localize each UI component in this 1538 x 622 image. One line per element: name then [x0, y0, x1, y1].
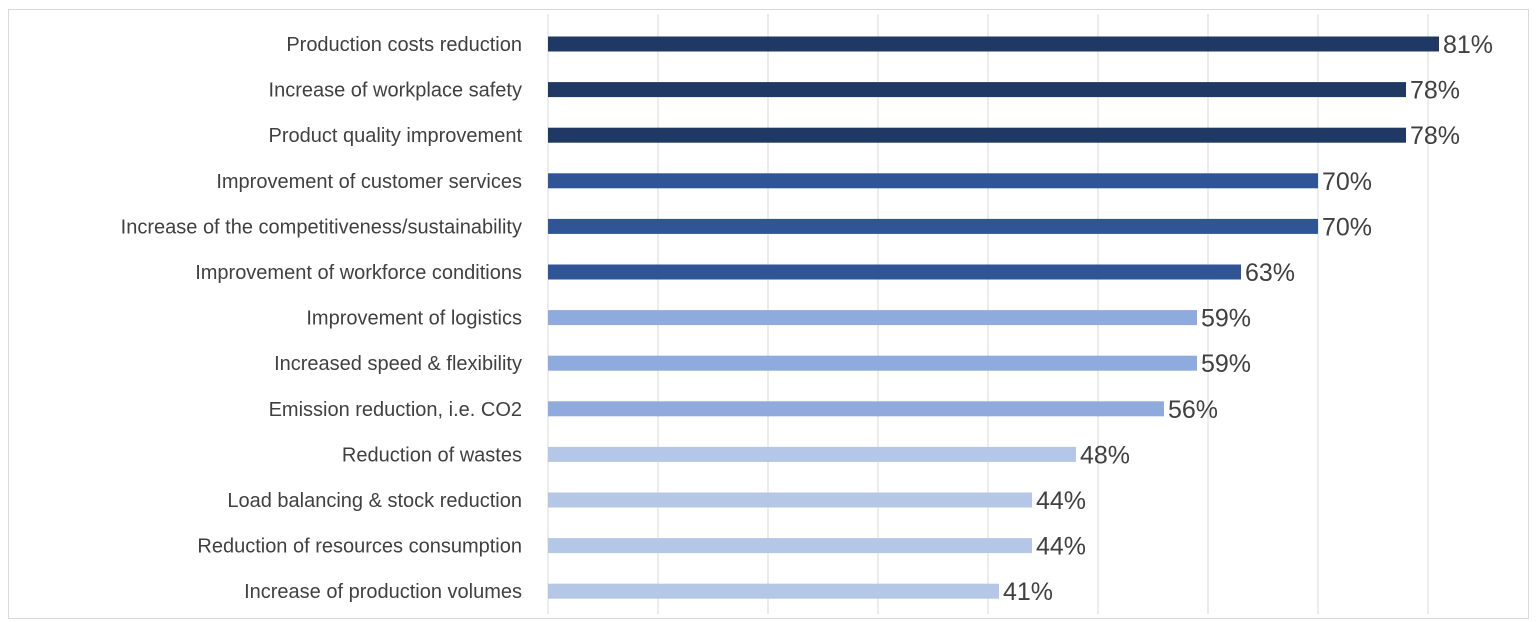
chart-frame [8, 9, 1529, 619]
value-label: 78% [1410, 122, 1460, 150]
category-label: Improvement of workforce conditions [195, 262, 522, 284]
value-label: 59% [1201, 350, 1251, 378]
category-label: Production costs reduction [286, 34, 522, 56]
category-label: Reduction of resources consumption [197, 536, 522, 558]
category-label: Increase of production volumes [244, 581, 522, 603]
category-label: Emission reduction, i.e. CO2 [269, 399, 522, 421]
category-label: Increase of the competitiveness/sustaina… [121, 216, 522, 238]
bar [548, 218, 1318, 234]
value-label: 81% [1443, 31, 1493, 59]
bar [548, 583, 999, 599]
category-label: Increase of workplace safety [269, 80, 522, 102]
bar [548, 173, 1318, 189]
category-label: Increased speed & flexibility [274, 353, 522, 375]
bar [548, 82, 1406, 98]
category-label: Improvement of logistics [306, 308, 522, 330]
bars [548, 36, 1439, 599]
gridlines [547, 14, 1429, 614]
bar [548, 127, 1406, 143]
value-label: 78% [1410, 77, 1460, 105]
bar [548, 355, 1197, 371]
bar [548, 36, 1439, 52]
category-label: Load balancing & stock reduction [227, 490, 522, 512]
bar [548, 492, 1032, 508]
value-label: 41% [1003, 578, 1053, 606]
value-labels: 81% 78% 78% 70% 70% 63% 59% 59% 56% 48% 44% 44% 41% [1003, 31, 1493, 606]
bar [548, 401, 1164, 417]
category-labels: Production costs reduction Increase of wo… [121, 34, 523, 603]
bar [548, 310, 1197, 326]
bar [548, 264, 1241, 280]
value-label: 44% [1036, 533, 1086, 561]
value-label: 59% [1201, 305, 1251, 333]
category-label: Improvement of customer services [216, 171, 522, 193]
bar [548, 446, 1076, 462]
value-label: 70% [1322, 168, 1372, 196]
value-label: 44% [1036, 487, 1086, 515]
category-label: Product quality improvement [269, 125, 523, 147]
value-label: 63% [1245, 259, 1295, 287]
bar [548, 538, 1032, 554]
value-label: 70% [1322, 213, 1372, 241]
category-label: Reduction of wastes [342, 444, 522, 466]
value-label: 56% [1168, 396, 1218, 424]
value-label: 48% [1080, 441, 1130, 469]
